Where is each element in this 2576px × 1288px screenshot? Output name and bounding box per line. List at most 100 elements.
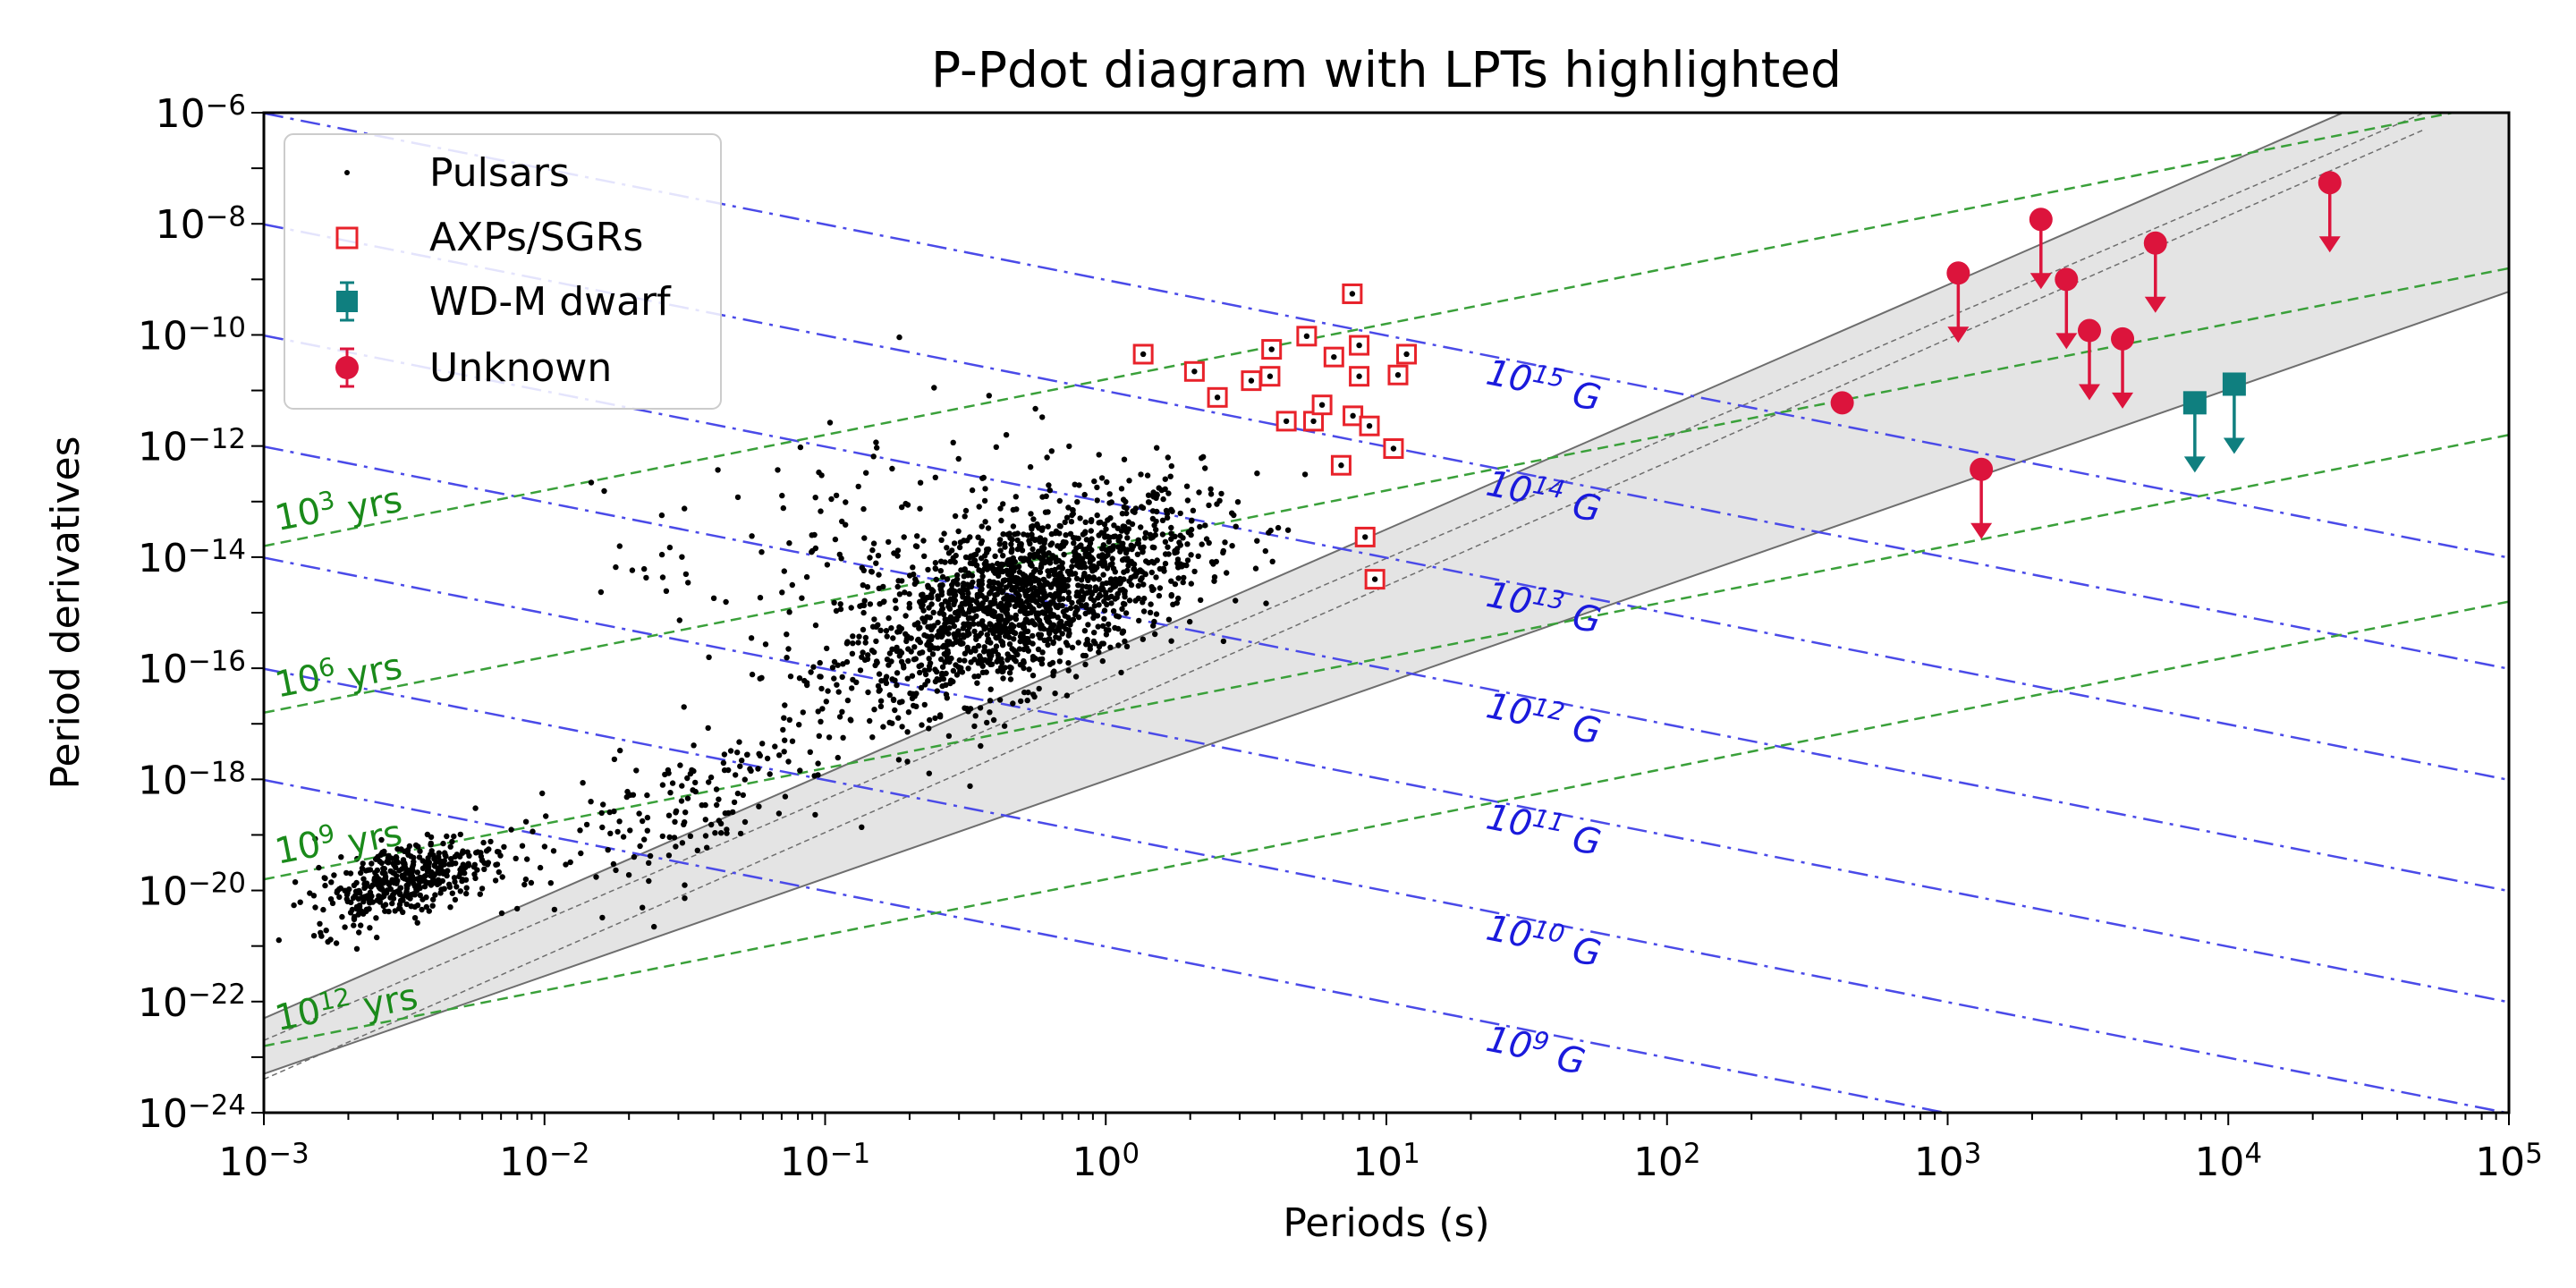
pulsar-point-1317 — [987, 698, 994, 704]
pulsar-point-609 — [936, 628, 943, 634]
pulsar-point-237 — [1202, 465, 1208, 471]
pulsar-point-1938 — [414, 902, 421, 909]
pulsar-point-543 — [1140, 581, 1147, 588]
pulsar-point-1426 — [971, 645, 978, 652]
pulsar-point-1669 — [988, 649, 996, 656]
pulsar-point-2107 — [393, 857, 399, 863]
pulsar-point-2239 — [737, 830, 744, 837]
pulsar-point-2168 — [616, 818, 623, 825]
pulsar-point-887 — [1224, 570, 1230, 576]
pulsar-point-279 — [861, 597, 868, 604]
pulsar-point-2171 — [702, 833, 709, 839]
pulsar-point-71 — [1119, 606, 1125, 612]
pulsar-point-2113 — [484, 861, 491, 868]
pulsar-point-1667 — [988, 661, 996, 667]
pulsar-point-2331 — [931, 385, 937, 391]
pulsar-point-240 — [889, 676, 895, 682]
pulsar-point-1761 — [316, 864, 322, 871]
pulsar-point-2342 — [1010, 506, 1017, 513]
pulsar-point-748 — [1122, 588, 1128, 595]
pulsar-point-2092 — [369, 882, 376, 888]
x-tick-label-1-exponent: −2 — [549, 1138, 589, 1170]
pulsar-point-1605 — [1030, 620, 1037, 626]
pulsar-point-2240 — [772, 743, 778, 750]
pulsar-point-2391 — [775, 467, 781, 473]
pulsar-point-535 — [933, 576, 939, 583]
pulsar-point-951 — [880, 724, 886, 730]
pulsar-point-1413 — [918, 662, 925, 668]
pulsar-point-2103 — [405, 881, 411, 887]
pulsar-point-2329 — [944, 545, 950, 551]
pulsar-point-754 — [1076, 482, 1082, 488]
pulsar-point-1325 — [1181, 574, 1187, 581]
pulsar-point-2136 — [580, 780, 586, 786]
pulsar-point-1368 — [1104, 601, 1110, 608]
pulsar-point-2291 — [891, 550, 897, 556]
pulsar-point-1479 — [789, 738, 796, 744]
axp-core-1 — [1191, 369, 1198, 375]
pulsar-point-2314 — [869, 547, 876, 554]
pulsar-point-853 — [1094, 484, 1100, 491]
pulsar-point-1592 — [1010, 555, 1017, 562]
pulsar-point-2037 — [415, 843, 421, 850]
pulsar-point-1226 — [1030, 632, 1036, 640]
pulsar-point-1864 — [343, 892, 351, 898]
age-line-12 — [264, 600, 2509, 1047]
b-field-label-12-exponent: 12 — [1530, 692, 1567, 727]
pulsar-point-1162 — [998, 629, 1004, 636]
pulsar-point-1519 — [1026, 619, 1032, 626]
legend-entry-pulsars: Pulsars — [344, 150, 570, 196]
pulsar-point-132 — [1026, 666, 1032, 673]
pulsar-point-1080 — [1065, 667, 1072, 674]
pulsar-point-1902 — [408, 903, 414, 910]
pulsar-point-2236 — [640, 904, 646, 911]
pulsar-point-1591 — [975, 547, 981, 554]
b-field-label-15: 1015 G — [1482, 350, 1606, 419]
pulsar-point-1471 — [1012, 630, 1019, 637]
pulsar-point-674 — [1010, 523, 1017, 530]
pulsar-point-2332 — [588, 479, 595, 486]
pulsar-point-802 — [1000, 531, 1006, 538]
y-tick-label-6-base: 10 — [138, 425, 188, 470]
pulsar-point-1258 — [934, 632, 941, 639]
pulsar-point-1539 — [898, 658, 905, 665]
pulsar-point-1550 — [962, 650, 969, 657]
pulsar-point-1635 — [896, 653, 902, 659]
pulsar-point-1301 — [1058, 542, 1065, 548]
pulsar-point-2228 — [665, 852, 673, 859]
pulsar-point-2072 — [399, 866, 405, 872]
pulsar-point-1399 — [910, 564, 916, 571]
pulsar-point-604 — [1082, 652, 1089, 659]
pulsar-point-491 — [987, 578, 993, 585]
pulsar-point-1264 — [1023, 611, 1030, 617]
pulsar-point-2038 — [347, 910, 354, 916]
pulsar-point-603 — [867, 601, 874, 607]
pulsar-point-1981 — [419, 906, 425, 913]
pulsar-point-1604 — [1080, 572, 1088, 580]
pulsar-point-819 — [1191, 568, 1198, 575]
pulsar-point-1422 — [1069, 644, 1076, 651]
unknown-arrow-8-head — [2318, 236, 2341, 253]
x-tick-label-2-base: 10 — [780, 1140, 830, 1185]
pulsar-point-394 — [1159, 517, 1166, 523]
unknown-marker-7 — [2143, 231, 2167, 255]
pulsar-point-1373 — [886, 538, 892, 546]
pulsar-point-1023 — [1165, 551, 1172, 557]
pulsar-point-1064 — [894, 583, 901, 590]
pulsar-point-2274 — [786, 716, 792, 723]
pulsar-point-1678 — [1177, 561, 1184, 567]
pulsar-point-1183 — [1198, 597, 1204, 604]
axp-core-7 — [1303, 333, 1310, 340]
pulsar-point-2252 — [599, 914, 606, 921]
pulsar-point-1416 — [1084, 639, 1090, 646]
pulsar-point-2296 — [833, 492, 840, 499]
pulsar-point-1861 — [343, 895, 350, 902]
axp-core-14 — [1356, 342, 1362, 349]
pulsar-point-2390 — [859, 564, 865, 571]
pulsar-point-788 — [855, 640, 861, 646]
pulsar-point-1918 — [462, 870, 468, 877]
pulsar-point-2299 — [779, 589, 785, 596]
pulsar-point-1650 — [876, 688, 882, 694]
pulsar-point-1338 — [992, 553, 998, 559]
pulsar-point-2013 — [472, 805, 479, 811]
